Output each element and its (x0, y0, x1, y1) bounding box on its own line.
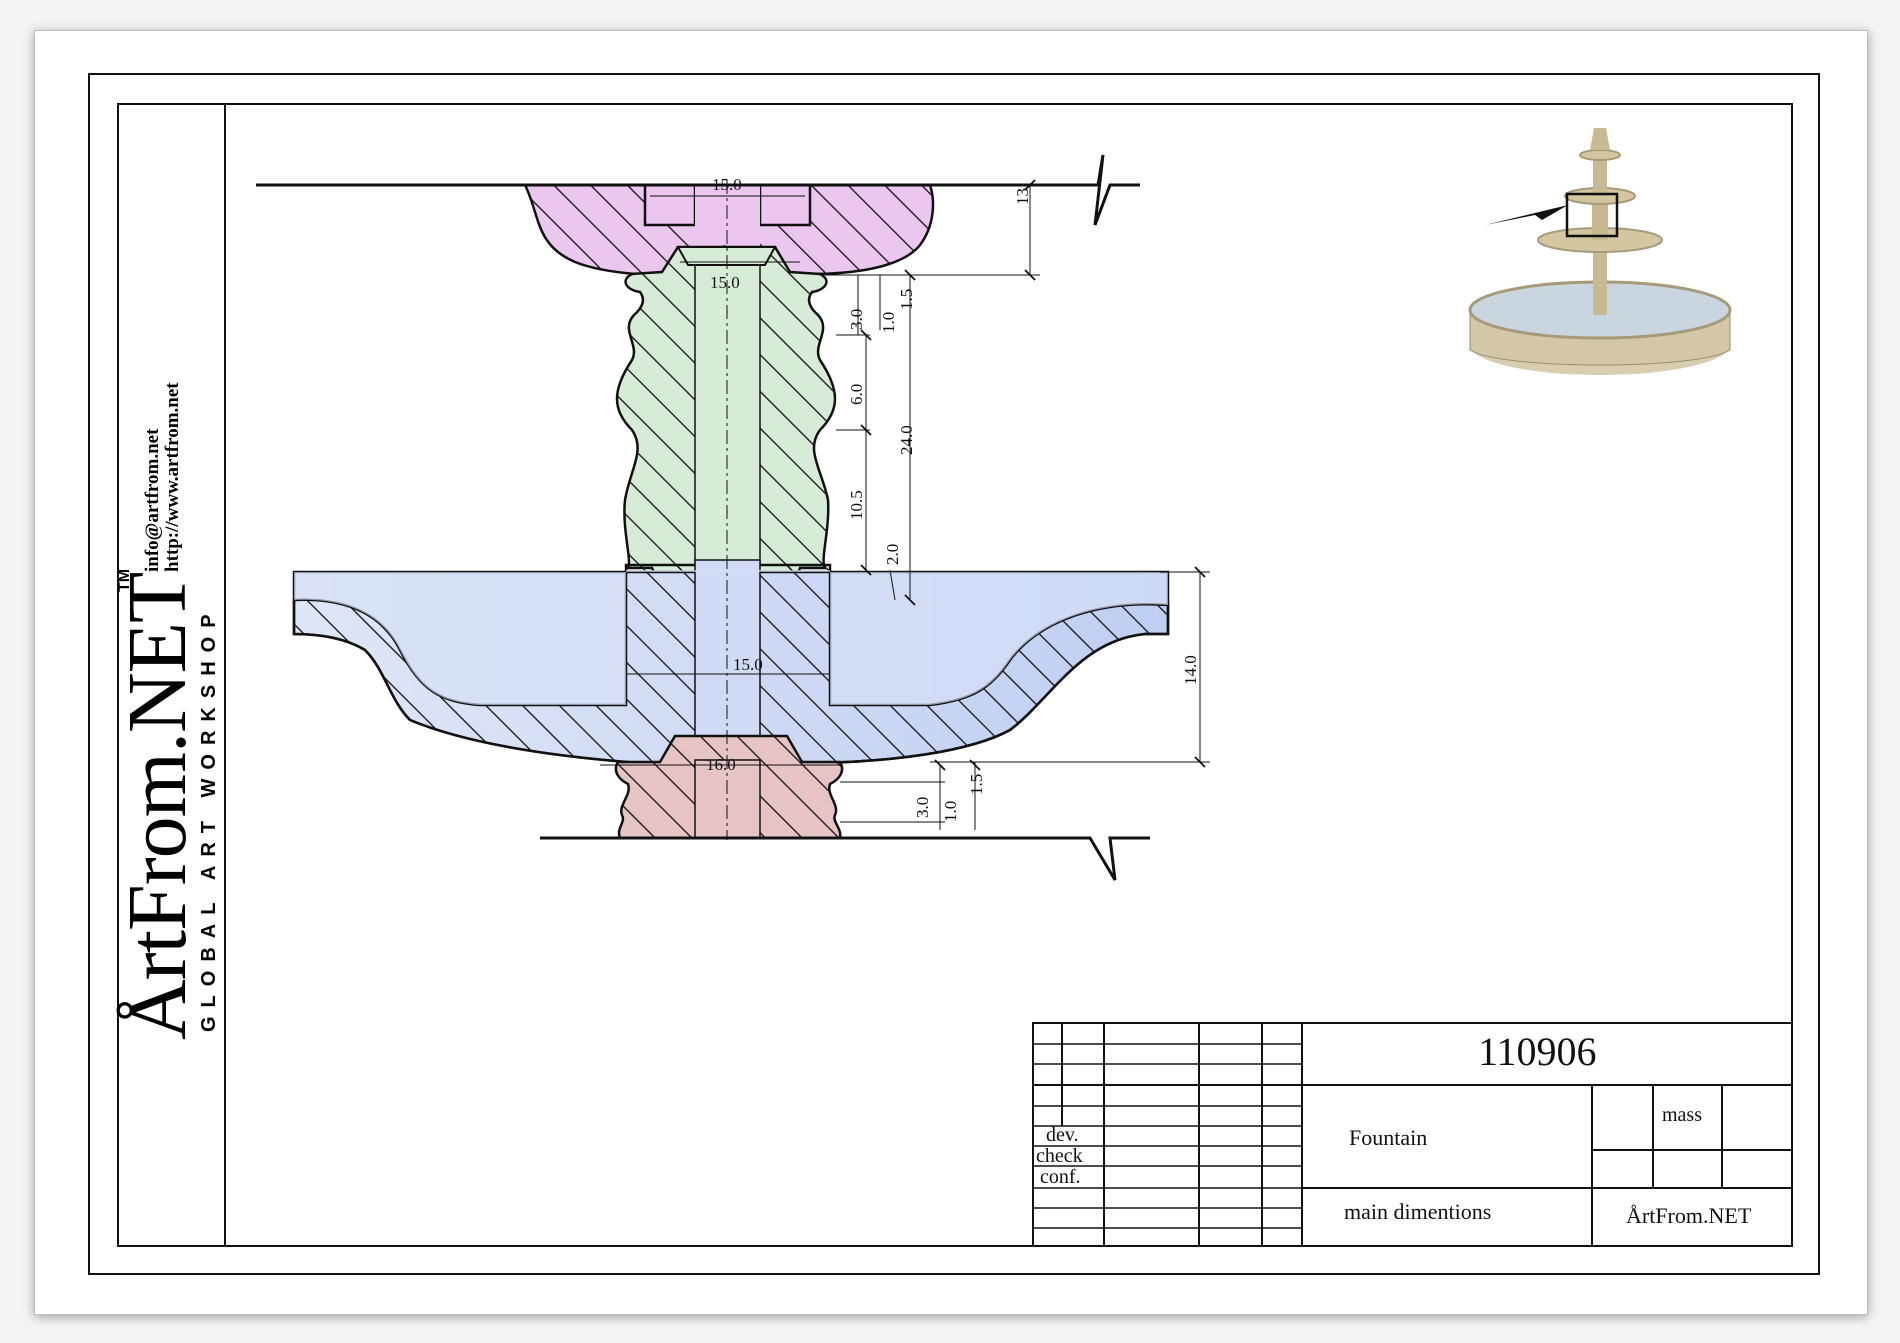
dim-10-5: 10.5 (847, 490, 866, 520)
dim-bowl-hole-width: 15.0 (733, 655, 763, 674)
dim-top-height: 13 (1013, 188, 1032, 205)
base-section (614, 734, 844, 840)
dimension-lines (600, 185, 1210, 830)
fountain-thumbnail-icon (1468, 128, 1732, 375)
inner-frame (117, 103, 1793, 1247)
mass-label: mass (1662, 1104, 1702, 1126)
brand-tagline: GLOBAL ART WORKSHOP (198, 605, 220, 1032)
dim-bowl-height: 14.0 (1181, 655, 1200, 685)
dim-stem-width: 15.0 (710, 273, 740, 292)
break-line-icon (256, 154, 1150, 881)
row-label-dev: dev. (1046, 1124, 1079, 1146)
dim-2-0: 2.0 (883, 544, 902, 565)
dim-6-0: 6.0 (847, 384, 866, 405)
brand-logo: ÅrtFrom.NET (111, 572, 204, 1040)
stem-section (615, 245, 837, 597)
dim-24-0: 24.0 (897, 425, 916, 455)
dim-3-0-upper: 3.0 (847, 309, 866, 330)
title-block-rows (1033, 1043, 1302, 1229)
title-block (1032, 1022, 1793, 1247)
dim-1-5-lower: 1.5 (967, 774, 986, 795)
drawing-number: 110906 (1478, 1029, 1597, 1074)
drawing-name: Fountain (1349, 1125, 1428, 1150)
dim-1-5-upper: 1.5 (897, 289, 916, 310)
dim-3-0-lower: 3.0 (913, 797, 932, 818)
company-name: ÅrtFrom.NET (1626, 1203, 1752, 1228)
dim-top-width: 15.0 (712, 175, 742, 194)
brand-trademark: TM (116, 568, 133, 592)
outer-frame (88, 73, 1820, 1275)
dim-1-0-upper: 1.0 (879, 312, 898, 333)
bowl-section (292, 559, 1170, 765)
row-label-check: check (1036, 1145, 1083, 1167)
dimension-ticks (860, 179, 1206, 771)
dim-1-0-lower: 1.0 (941, 801, 960, 822)
brand-block: ÅrtFrom.NET TM GLOBAL ART WORKSHOP info@… (111, 60, 266, 1040)
row-label-conf: conf. (1040, 1166, 1081, 1188)
brand-website-link[interactable]: http://www.artfrom.net (162, 382, 183, 572)
callout-arrow-icon (1485, 205, 1568, 225)
brand-email-link[interactable]: info@artfrom.net (142, 428, 163, 572)
dim-base-width: 16.0 (706, 755, 736, 774)
sheet-title: main dimentions (1344, 1199, 1492, 1224)
